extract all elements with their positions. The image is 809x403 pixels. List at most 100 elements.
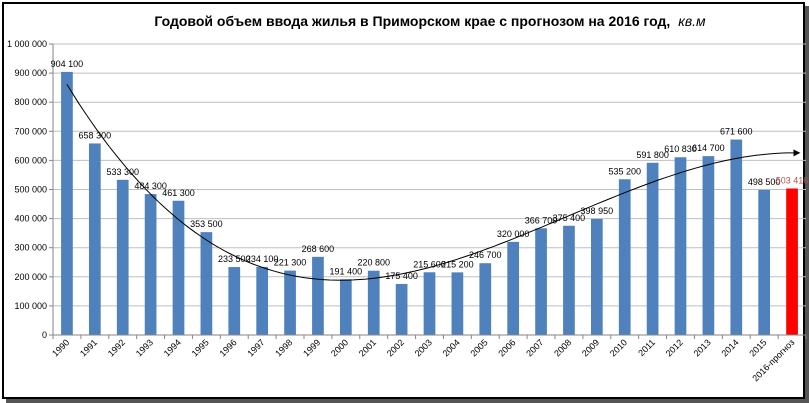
trendline-curve — [66, 84, 801, 281]
value-label: 461 300 — [162, 188, 195, 198]
bar — [284, 270, 296, 335]
value-label: 215 200 — [441, 259, 474, 269]
bar — [423, 272, 436, 335]
value-label: 234 100 — [246, 254, 279, 264]
x-tick-label: 2005 — [468, 337, 489, 358]
value-label: 233 500 — [218, 254, 251, 264]
x-tick-label: 2014 — [719, 337, 740, 358]
value-label: 221 300 — [274, 258, 307, 268]
bar — [535, 228, 547, 335]
value-label: 375 400 — [553, 213, 586, 223]
value-label: 353 500 — [190, 219, 223, 229]
chart-title-main: Годовой объем ввода жилья в Приморском к… — [154, 13, 670, 29]
x-tick-label: 2003 — [413, 337, 434, 358]
value-label: 591 800 — [636, 150, 669, 160]
x-tick-label: 1997 — [245, 337, 266, 358]
bars — [61, 71, 798, 336]
bar — [367, 270, 380, 335]
bar — [646, 162, 659, 335]
x-tick-label: 2007 — [524, 337, 545, 358]
bar — [758, 189, 771, 335]
x-tick-label: 2002 — [385, 337, 406, 358]
bar — [395, 283, 408, 335]
bar — [702, 156, 715, 335]
y-tick-label: 200 000 — [14, 272, 47, 282]
y-tick-label: 0 — [42, 330, 47, 340]
x-tick-label: 1995 — [190, 337, 211, 358]
value-label: 484 300 — [134, 181, 167, 191]
x-axis: 1990 1991 1992 1993 1994 1995 1996 1997 1998 1999… — [50, 334, 807, 383]
bar — [61, 71, 73, 336]
bar — [563, 225, 575, 335]
bar — [730, 139, 743, 335]
y-tick-label: 600 000 — [14, 155, 47, 165]
value-label: 671 600 — [720, 127, 753, 137]
trendline — [66, 84, 801, 281]
x-tick-label: 2013 — [692, 337, 713, 358]
value-label: 191 400 — [330, 266, 363, 276]
bar — [507, 241, 520, 335]
value-label: 533 300 — [106, 167, 139, 177]
bar — [339, 279, 352, 335]
value-label: 320 000 — [497, 229, 530, 239]
bar — [590, 218, 603, 335]
value-label: 215 600 — [413, 259, 446, 269]
bar — [479, 263, 492, 335]
value-label: 658 300 — [79, 130, 112, 140]
x-tick-label: 2004 — [441, 337, 462, 358]
y-tick-label: 900 000 — [14, 68, 47, 78]
y-tick-label: 500 000 — [14, 185, 47, 195]
x-tick-label: 1993 — [134, 337, 155, 358]
x-tick-label: 1992 — [106, 337, 127, 358]
bar — [312, 256, 324, 335]
y-tick-label: 400 000 — [14, 214, 47, 224]
y-tick-label: 300 000 — [14, 243, 47, 253]
x-tick-label: 1996 — [217, 337, 238, 358]
value-label: 175 400 — [385, 271, 418, 281]
value-label: 268 600 — [302, 244, 335, 254]
bar — [200, 232, 213, 335]
y-tick-label: 100 000 — [14, 301, 47, 311]
x-tick-label: 2008 — [552, 337, 573, 358]
x-tick-label: 2009 — [580, 337, 601, 358]
x-tick-label: 1998 — [273, 337, 294, 358]
bar — [228, 267, 241, 335]
bar-forecast — [786, 188, 798, 335]
x-tick-label: 1991 — [78, 337, 99, 358]
y-tick-label: 800 000 — [14, 97, 47, 107]
bar — [618, 179, 631, 335]
x-tick-label: 2011 — [636, 337, 657, 358]
bar — [88, 143, 101, 335]
x-tick-label: 1999 — [301, 337, 322, 358]
value-label: 503 416 — [776, 176, 809, 186]
value-label: 610 830 — [664, 144, 697, 154]
bar — [172, 200, 185, 335]
value-label: 246 700 — [469, 250, 502, 260]
value-label: 498 500 — [748, 177, 781, 187]
value-label: 614 700 — [692, 143, 725, 153]
y-axis: 0 100 000 200 000 300 000 400 000 500 000 600 … — [7, 39, 54, 340]
bar — [144, 194, 157, 335]
x-tick-label: 1990 — [50, 337, 71, 358]
x-tick-label: 2000 — [329, 337, 350, 358]
bar — [256, 266, 269, 335]
y-tick-label: 1 000 000 — [7, 39, 47, 49]
bar — [451, 272, 464, 335]
x-tick-label: 2015 — [747, 337, 768, 358]
chart-title: Годовой объем ввода жилья в Приморском к… — [154, 13, 706, 29]
x-tick-label: 2010 — [608, 337, 629, 358]
value-label: 904 100 — [51, 59, 84, 69]
x-tick-label: 1994 — [162, 337, 183, 358]
bar — [116, 179, 129, 335]
y-tick-label: 700 000 — [14, 126, 47, 136]
value-label: 535 200 — [608, 166, 641, 176]
value-label: 220 800 — [357, 258, 390, 268]
x-tick-label: 2012 — [664, 337, 685, 358]
x-tick-label: 2001 — [357, 337, 378, 358]
bar — [674, 157, 687, 335]
x-tick-label: 2006 — [496, 337, 517, 358]
value-label: 398 950 — [581, 206, 614, 216]
chart-title-unit: кв.м — [678, 13, 706, 29]
